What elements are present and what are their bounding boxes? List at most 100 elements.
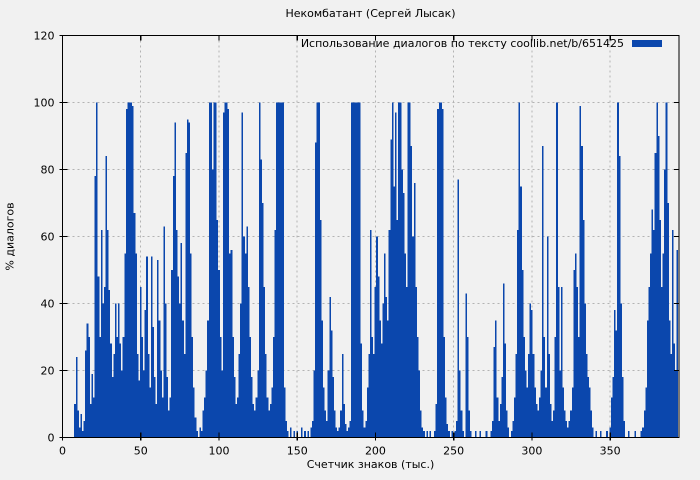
bar [174, 122, 176, 438]
bar [373, 353, 375, 438]
bar [111, 377, 114, 438]
bar [465, 293, 467, 438]
bar [675, 370, 677, 438]
bar [540, 370, 543, 438]
bar [420, 410, 422, 438]
bar [513, 397, 516, 438]
bar [210, 102, 212, 438]
x-tick-label: 200 [365, 445, 386, 458]
bar [144, 310, 147, 438]
bar [621, 377, 624, 438]
bar [205, 370, 208, 438]
bar [623, 420, 626, 438]
bar [585, 353, 588, 438]
bar [251, 377, 253, 438]
bar [102, 303, 104, 438]
y-tick-label: 40 [41, 298, 55, 311]
bar [338, 427, 341, 438]
bar [504, 343, 507, 438]
bar [510, 430, 513, 438]
bar [437, 109, 439, 438]
bar [326, 420, 328, 438]
bar [157, 259, 159, 438]
bar [418, 370, 421, 438]
bar [168, 410, 170, 438]
bar [394, 112, 397, 438]
bar [506, 410, 508, 438]
bar [290, 427, 292, 438]
bar [546, 236, 549, 438]
bar [529, 303, 532, 438]
bar [466, 337, 469, 438]
bar [405, 286, 408, 438]
bar [92, 397, 95, 438]
bar [385, 296, 388, 438]
bar [230, 249, 233, 438]
bar [138, 380, 140, 438]
bar [366, 387, 369, 438]
bar [246, 226, 248, 438]
bar [177, 276, 180, 438]
bar [459, 370, 461, 438]
bar [269, 404, 272, 438]
bar [171, 270, 173, 438]
bar [154, 377, 156, 438]
bar [343, 404, 345, 438]
bar [665, 102, 668, 438]
bar [169, 397, 172, 438]
bar [114, 303, 117, 438]
bar [89, 404, 92, 438]
bar [219, 337, 222, 438]
bar [316, 102, 319, 438]
bar [227, 109, 230, 438]
bar [642, 427, 644, 438]
bar [211, 169, 214, 438]
bar [606, 430, 608, 438]
bar [78, 427, 81, 438]
bar [265, 353, 267, 438]
bar [82, 430, 84, 438]
bar [85, 350, 87, 438]
bar [118, 303, 120, 438]
bar [379, 320, 381, 438]
bar [179, 303, 181, 438]
bar [119, 343, 122, 438]
bar [592, 427, 594, 438]
bar [653, 229, 655, 438]
bar [660, 286, 663, 438]
bar [282, 102, 284, 438]
bar [125, 109, 128, 438]
bar [524, 370, 527, 438]
bar [568, 420, 571, 438]
bar [531, 310, 533, 438]
bar [646, 320, 649, 438]
bar [396, 219, 399, 438]
bar [443, 337, 446, 438]
bar [499, 404, 502, 438]
bar [91, 373, 94, 438]
bar [521, 270, 524, 438]
bar [164, 303, 167, 438]
bar [382, 303, 385, 438]
bar [413, 182, 416, 438]
bar [457, 179, 460, 438]
bar [441, 109, 444, 438]
bar [399, 102, 402, 438]
bar [659, 219, 662, 438]
bar [233, 377, 236, 438]
bar [576, 286, 579, 438]
bar [304, 430, 306, 438]
bar [341, 353, 344, 438]
bar [451, 430, 453, 438]
bar [532, 353, 535, 438]
bar [218, 270, 220, 438]
bar [615, 330, 618, 438]
bar [518, 102, 521, 438]
bar [610, 397, 613, 438]
bar [668, 320, 671, 438]
bar [158, 320, 161, 438]
bar [215, 102, 217, 438]
bar [556, 102, 558, 438]
bar [553, 410, 555, 438]
